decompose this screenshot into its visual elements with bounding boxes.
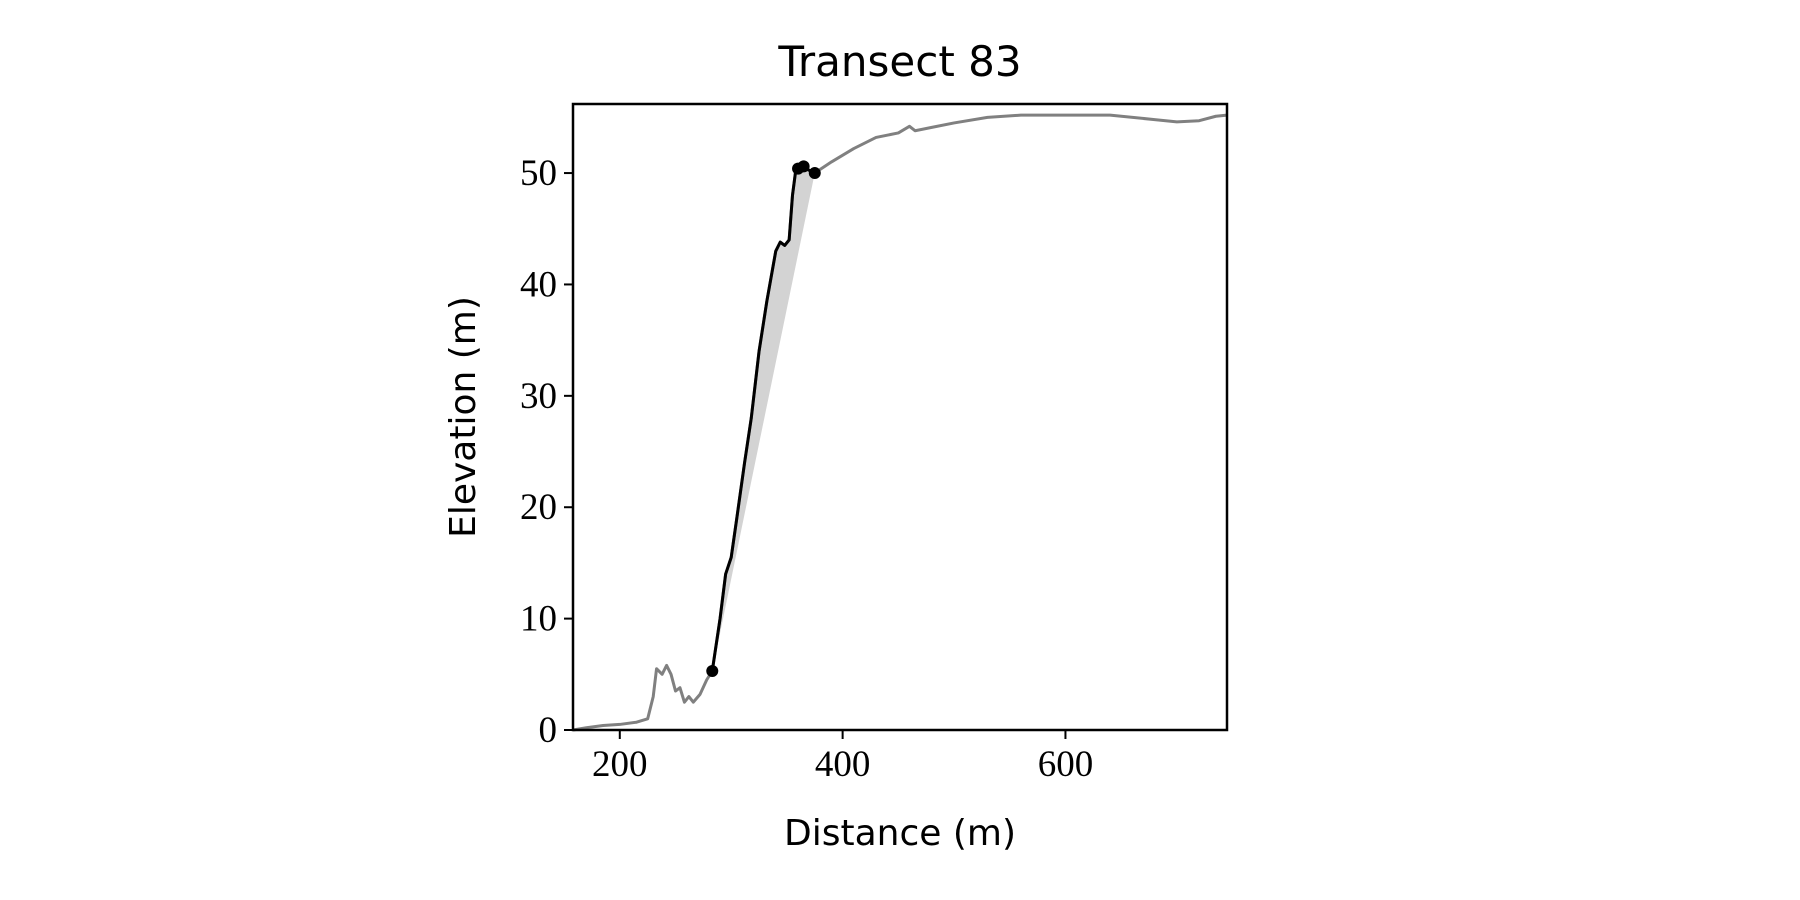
x-tick-label: 600 xyxy=(1038,744,1094,785)
x-tick-label: 200 xyxy=(592,744,648,785)
y-tick-label: 40 xyxy=(520,264,557,305)
marker-point xyxy=(706,664,719,677)
y-axis-label: Elevation (m) xyxy=(443,296,484,538)
x-axis-label: Distance (m) xyxy=(784,813,1016,854)
marker-point xyxy=(808,167,821,180)
y-tick-label: 50 xyxy=(520,153,557,194)
plot-frame xyxy=(571,102,1229,732)
x-tick-label: 400 xyxy=(815,744,871,785)
cliff-area xyxy=(712,166,815,671)
chart-title: Transect 83 xyxy=(777,37,1021,86)
y-tick-label: 20 xyxy=(520,487,557,528)
y-tick-label: 0 xyxy=(539,710,558,751)
y-tick-label: 30 xyxy=(520,376,557,417)
marker-point xyxy=(797,160,810,173)
y-tick-label: 10 xyxy=(520,599,557,640)
